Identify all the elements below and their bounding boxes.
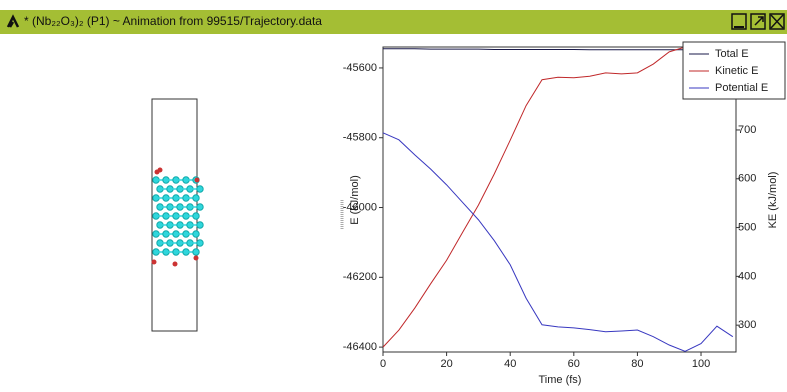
y-tick-label: -46400 [343, 341, 377, 353]
x-tick-label: 100 [692, 358, 710, 370]
y2-tick-label: 700 [738, 124, 756, 136]
atom [195, 178, 200, 183]
x-axis-label: Time (fs) [539, 374, 582, 386]
atom [197, 186, 203, 192]
atom [152, 260, 157, 265]
series-line [383, 133, 733, 351]
y2-tick-label: 500 [738, 221, 756, 233]
series-line [383, 47, 733, 347]
y2-tick-label: 400 [738, 270, 756, 282]
atom [197, 240, 203, 246]
x-tick-label: 20 [440, 358, 452, 370]
atom [193, 195, 199, 201]
legend-label: Total E [715, 48, 749, 60]
atom [193, 249, 199, 255]
atom [193, 213, 199, 219]
app-window: * (Nb₂₂O₃)₂ (P1) ~ Animation from 99515/… [0, 0, 787, 392]
y-tick-label: -46000 [343, 201, 377, 213]
atom [193, 231, 199, 237]
window-title: * (Nb₂₂O₃)₂ (P1) ~ Animation from 99515/… [24, 14, 322, 28]
y-tick-label: -45600 [343, 62, 377, 74]
x-tick-label: 60 [568, 358, 580, 370]
atom [197, 204, 203, 210]
x-tick-label: 80 [631, 358, 643, 370]
y-tick-label: -46200 [343, 271, 377, 283]
atom [197, 222, 203, 228]
y-axis-label: E (kJ/mol) [349, 175, 361, 225]
molecule-view [152, 168, 204, 267]
y-tick-label: -45800 [343, 132, 377, 144]
y2-tick-label: 300 [738, 319, 756, 331]
y2-tick-label: 600 [738, 173, 756, 185]
legend-label: Potential E [715, 82, 768, 94]
x-tick-label: 0 [380, 358, 386, 370]
legend-label: Kinetic E [715, 65, 758, 77]
x-tick-label: 40 [504, 358, 516, 370]
atom [194, 256, 199, 261]
atom [173, 262, 178, 267]
y2-axis-label: KE (kJ/mol) [767, 172, 779, 229]
atom [158, 168, 163, 173]
